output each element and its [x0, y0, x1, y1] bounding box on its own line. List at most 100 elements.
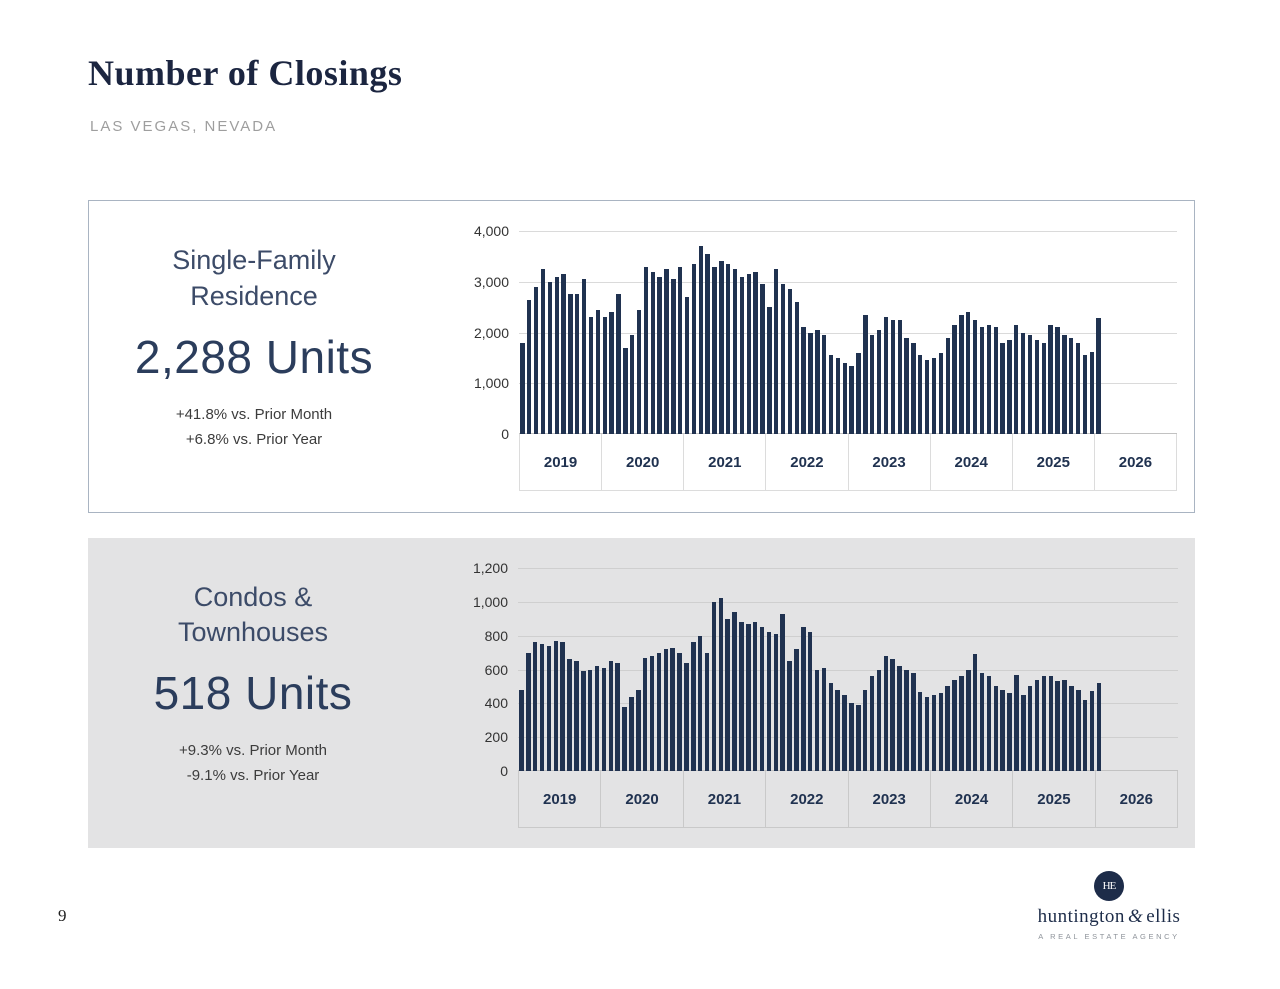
- bar: [897, 666, 902, 771]
- bar: [849, 365, 854, 434]
- bar: [1021, 694, 1026, 771]
- bars: [519, 231, 1102, 434]
- logo-ampersand: &: [1127, 906, 1144, 927]
- bar: [533, 286, 539, 434]
- bar-slot: [684, 231, 691, 434]
- bar: [876, 669, 882, 771]
- bar: [595, 309, 601, 434]
- bar-slot: [1081, 231, 1088, 434]
- bar: [890, 319, 896, 434]
- bar: [539, 644, 545, 771]
- bar-slot: [814, 568, 821, 771]
- x-axis-year-label: 2021: [707, 791, 742, 808]
- single-family-chart: 4,000 3,000 2,000 1,000 0 2019 2020 2021 2022 20…: [439, 223, 1177, 491]
- bar-slot: [656, 231, 663, 434]
- bar-slot: [876, 568, 883, 771]
- bar-slot: [614, 568, 621, 771]
- bar: [581, 279, 587, 434]
- gridline: [518, 601, 1178, 603]
- bar: [766, 632, 772, 771]
- bar: [588, 317, 594, 434]
- bar: [883, 655, 888, 771]
- bar-slot: [677, 231, 684, 434]
- bar-slot: [518, 568, 525, 771]
- bar-slot: [540, 231, 547, 434]
- bar-slot: [773, 231, 780, 434]
- bar: [835, 689, 840, 771]
- bar-slot: [615, 231, 622, 434]
- bar: [642, 657, 648, 771]
- bar-slot: [711, 231, 718, 434]
- bar: [532, 642, 538, 771]
- bar-slot: [1006, 231, 1013, 434]
- bar: [1089, 352, 1094, 434]
- bar-slot: [827, 568, 834, 771]
- bar: [870, 335, 875, 434]
- plot-area: [518, 568, 1178, 771]
- bar: [897, 319, 902, 434]
- bar: [691, 264, 697, 434]
- bar: [656, 652, 662, 771]
- bar-slot: [1013, 231, 1020, 434]
- bar: [972, 654, 978, 771]
- x-axis-year-cell: 2019: [519, 771, 602, 827]
- bar: [931, 357, 937, 434]
- bar-slot: [1054, 568, 1061, 771]
- bar-slot: [725, 231, 732, 434]
- bar-slot: [1027, 568, 1034, 771]
- x-axis-year-cell: 2023: [849, 434, 931, 490]
- bar: [862, 689, 868, 771]
- bar-slot: [917, 568, 924, 771]
- condos-chart: 1,200 1,000 800 600 400 200 0 2019 2020 2021 2022…: [438, 560, 1178, 828]
- x-axis-year-cell: 2021: [684, 434, 767, 490]
- bar: [1068, 337, 1074, 434]
- logo-tagline: A REAL ESTATE AGENCY: [1038, 932, 1180, 941]
- page-number: 9: [58, 906, 67, 925]
- bar: [718, 598, 723, 771]
- bar-slot: [951, 568, 958, 771]
- y-axis-tick-label: 4,000: [473, 223, 509, 239]
- gridline: [519, 231, 1177, 232]
- bar: [986, 324, 992, 434]
- bar-slot: [1095, 231, 1102, 434]
- bar-slot: [1054, 231, 1061, 434]
- x-axis-year-cell: 2020: [602, 434, 685, 490]
- bar: [684, 296, 690, 434]
- bar: [794, 649, 799, 771]
- x-axis-year-cell: 2025: [1013, 771, 1096, 827]
- bar-slot: [1033, 231, 1040, 434]
- bar-slot: [1061, 568, 1068, 771]
- bar-slot: [931, 231, 938, 434]
- bar-slot: [546, 568, 553, 771]
- bar-slot: [992, 568, 999, 771]
- bar-slot: [732, 231, 739, 434]
- bar-slot: [999, 568, 1006, 771]
- bar-slot: [848, 568, 855, 771]
- x-axis-year-label: 2024: [954, 791, 989, 808]
- bar: [1062, 679, 1067, 771]
- bar: [670, 647, 675, 771]
- bar: [1007, 693, 1012, 771]
- bar-slot: [580, 568, 587, 771]
- bar: [1000, 689, 1005, 771]
- bar-slot: [883, 231, 890, 434]
- bar-slot: [1089, 568, 1096, 771]
- bar-slot: [937, 231, 944, 434]
- bar-slot: [841, 568, 848, 771]
- bar: [1055, 327, 1060, 434]
- x-axis-year-cell: 2022: [766, 434, 849, 490]
- bar: [959, 676, 964, 771]
- bar-slot: [731, 568, 738, 771]
- bar: [924, 360, 930, 434]
- x-axis-year-cell: 2024: [931, 771, 1014, 827]
- bar-slot: [690, 231, 697, 434]
- bar-slot: [924, 231, 931, 434]
- x-axis-baseline: [518, 770, 1178, 771]
- bar-slot: [745, 568, 752, 771]
- bar: [774, 269, 779, 434]
- bar: [952, 679, 957, 771]
- bar: [553, 640, 558, 771]
- bar-slot: [635, 568, 642, 771]
- bars: [518, 568, 1102, 771]
- bar-slot: [622, 231, 629, 434]
